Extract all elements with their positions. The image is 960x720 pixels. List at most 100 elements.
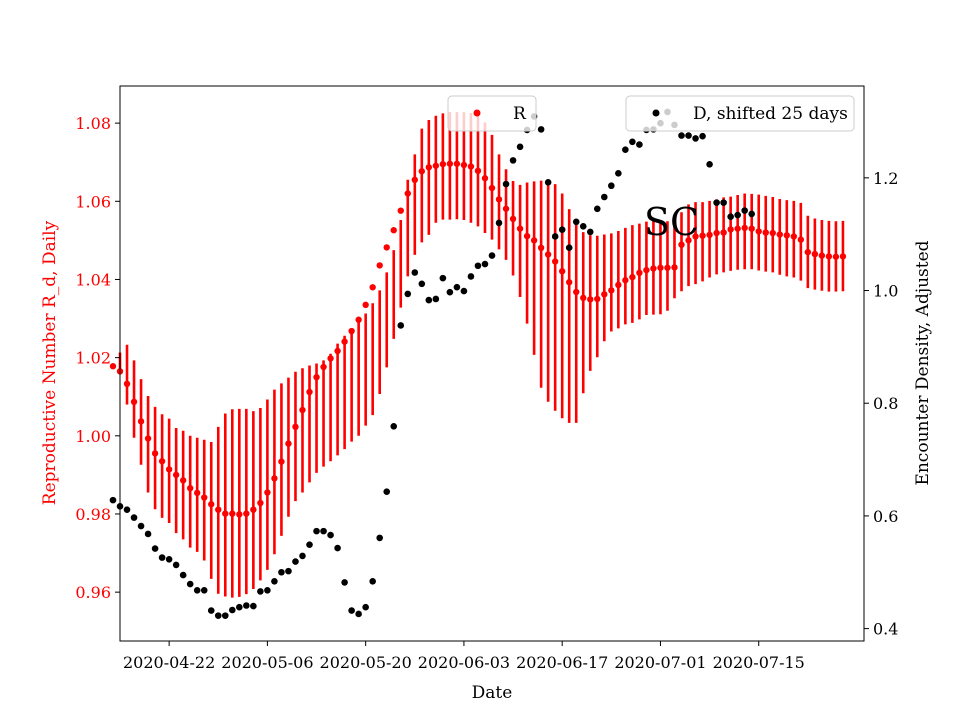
x-tick-label: 2020-07-01 (614, 653, 706, 672)
d-point (179, 571, 187, 579)
d-point (376, 534, 383, 542)
y-right-axis-label: Encounter Density, Adjusted (913, 240, 933, 485)
r-point (383, 244, 390, 251)
r-point (165, 466, 173, 473)
d-point (460, 287, 468, 295)
r-point (755, 228, 762, 235)
x-axis-ticks: 2020-04-22 2020-05-06 2020-05-20 2020-06-03… (123, 641, 805, 672)
legend-d-marker (652, 109, 660, 117)
d-point (692, 135, 699, 142)
r-point (271, 475, 278, 482)
d-point (243, 602, 250, 609)
d-point (481, 260, 489, 268)
d-point (734, 211, 741, 219)
d-point (341, 579, 348, 586)
d-point (383, 488, 391, 495)
d-point (221, 612, 229, 619)
r-point (678, 241, 685, 248)
r-point (629, 273, 636, 281)
r-point (369, 284, 376, 291)
d-point (292, 558, 299, 565)
r-point (537, 244, 545, 252)
d-point (558, 226, 566, 233)
r-point (109, 363, 117, 370)
d-point (172, 561, 180, 569)
r-point (601, 291, 608, 298)
legend-d-box (625, 95, 855, 132)
legend-r-box (447, 95, 537, 132)
r-point (397, 207, 404, 214)
r-point (299, 406, 306, 414)
y-left-tick-label: 1.02 (75, 349, 111, 368)
d-point (250, 602, 257, 610)
d-point (390, 423, 398, 430)
r-point (144, 435, 152, 442)
r-point (222, 510, 229, 517)
d-point (207, 607, 215, 614)
d-point (572, 218, 580, 226)
r-point (229, 510, 236, 517)
r-point (832, 253, 840, 260)
d-point (439, 274, 447, 282)
r-point (558, 268, 566, 275)
d-point (622, 146, 629, 153)
r-point (453, 160, 461, 167)
r-point (804, 248, 812, 256)
legend-r: R (447, 95, 537, 132)
d-point (236, 603, 243, 611)
d-point (214, 612, 222, 619)
legend-d-label: D, shifted 25 days (693, 104, 848, 124)
r-point (348, 327, 355, 335)
d-point (411, 269, 419, 276)
y-right-axis-ticks: 0.4 0.6 0.8 1.0 1.2 (864, 169, 898, 639)
r-point (418, 168, 426, 175)
d-point (130, 514, 138, 521)
r-point (706, 231, 713, 239)
r-point (285, 440, 292, 447)
y-left-tick-label: 1.00 (75, 427, 111, 446)
r-point (566, 279, 573, 286)
d-point (502, 180, 510, 188)
d-point (551, 233, 559, 240)
annotation-sc: SC (644, 200, 699, 244)
r-point (264, 489, 271, 496)
y-right-tick-label: 1.0 (873, 282, 898, 301)
d-point (593, 205, 601, 213)
r-point (292, 423, 299, 431)
r-point (664, 264, 671, 271)
d-point (467, 273, 475, 280)
d-point (713, 199, 720, 206)
r-point (208, 501, 215, 508)
r-point (432, 162, 440, 169)
r-point (320, 363, 327, 371)
r-point (685, 237, 692, 244)
d-point (636, 141, 643, 148)
r-point (516, 225, 524, 232)
r-point (362, 301, 369, 309)
d-point (446, 288, 454, 296)
r-point (769, 229, 776, 237)
r-point (551, 258, 559, 265)
r-point (811, 250, 819, 258)
r-point (502, 205, 510, 212)
d-point (271, 577, 278, 585)
r-point (530, 237, 538, 244)
r-series (109, 160, 847, 518)
r-point (615, 281, 622, 289)
r-point (783, 232, 790, 239)
r-point (411, 176, 418, 184)
x-tick-label: 2020-07-15 (713, 653, 805, 672)
r-point (481, 175, 489, 182)
r-point (790, 233, 798, 240)
d-point (432, 295, 440, 303)
r-point (580, 294, 587, 302)
r-point (243, 510, 250, 517)
d-point (123, 506, 131, 514)
d-point (509, 157, 517, 164)
d-point (678, 132, 685, 139)
r-point (236, 511, 243, 518)
d-point (741, 207, 748, 214)
r-point (355, 316, 362, 323)
r-point (544, 251, 552, 258)
